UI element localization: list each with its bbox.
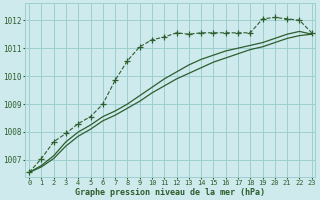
X-axis label: Graphe pression niveau de la mer (hPa): Graphe pression niveau de la mer (hPa): [76, 188, 265, 197]
